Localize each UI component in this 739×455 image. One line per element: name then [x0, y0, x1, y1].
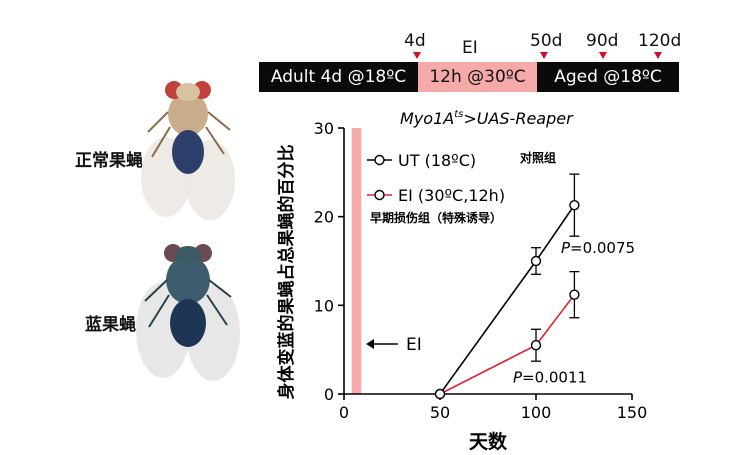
chart-title: Myo1Ats>UAS-Reaper [400, 109, 574, 128]
legend-note-0: 对照组 [520, 150, 556, 165]
timeline-marker-4d: 4d [404, 31, 426, 51]
normal-fly-label: 正常果蝇 [75, 151, 143, 171]
legend-marker [374, 154, 385, 166]
p-value-annotation-0: P=0.0075 [561, 239, 635, 257]
marker-triangle-icon [599, 52, 607, 59]
timeline-marker-50d: 50d [530, 31, 563, 51]
series-line-0 [439, 204, 576, 395]
timeline: Adult 4d @18ºC 12h @30ºC Aged @18ºC [259, 62, 679, 92]
fly-head [175, 246, 201, 264]
timeline-segment-ei: 12h @30ºC [418, 62, 537, 92]
ei-arrow-label: EI [406, 335, 422, 355]
normal-fly-image [141, 81, 235, 220]
blue-fly-image [136, 244, 240, 381]
timeline-segment-adult: Adult 4d @18ºC [259, 62, 418, 92]
fly-head [176, 83, 200, 101]
timeline-segment-label: Aged @18ºC [554, 67, 662, 87]
fly-thorax [168, 92, 208, 136]
timeline-segment-label: Adult 4d @18ºC [270, 67, 407, 87]
y-tick-label: 0 [324, 385, 334, 404]
timeline-marker-120d: 120d [638, 31, 682, 51]
y-tick-label: 20 [314, 208, 334, 227]
marker-triangle-icon [540, 52, 548, 59]
y-tick-label: 30 [314, 119, 334, 138]
y-tick-label: 10 [314, 296, 334, 315]
timeline-marker-triangles [413, 52, 662, 59]
blue-fly-label: 蓝果蝇 [85, 315, 136, 335]
data-point [569, 289, 580, 300]
legend-label-0: UT (18ºC) [398, 151, 476, 170]
fly-abdomen [170, 299, 206, 347]
timeline-ei-label: EI [462, 38, 478, 58]
legend-label-1: EI (30ºC,12h) [398, 186, 505, 205]
ei-bar [351, 128, 362, 394]
x-tick-label: 0 [339, 403, 349, 422]
data-point [530, 340, 542, 351]
p-value-annotation-1: P=0.0011 [513, 368, 587, 386]
marker-triangle-icon [413, 52, 421, 59]
y-axis-label: 身体变蓝的果蝇占总果蝇的百分比 [276, 145, 297, 400]
legend-note-1: 早期损伤组（特殊诱导） [370, 210, 502, 225]
timeline-marker-90d: 90d [586, 31, 619, 51]
x-tick-label: 50 [430, 403, 450, 422]
x-tick-label: 150 [617, 403, 648, 422]
timeline-segment-label: 12h @30ºC [429, 67, 526, 87]
data-point [434, 388, 446, 400]
timeline-segment-aged: Aged @18ºC [537, 62, 679, 92]
data-point [530, 255, 542, 267]
x-axis-label: 天数 [469, 430, 508, 453]
legend-marker [374, 189, 385, 201]
ei-arrowhead-icon [366, 339, 374, 349]
fly-thorax [166, 256, 210, 304]
data-point [569, 199, 580, 211]
x-tick-label: 100 [521, 403, 552, 422]
marker-triangle-icon [654, 52, 662, 59]
fly-abdomen [172, 130, 204, 174]
